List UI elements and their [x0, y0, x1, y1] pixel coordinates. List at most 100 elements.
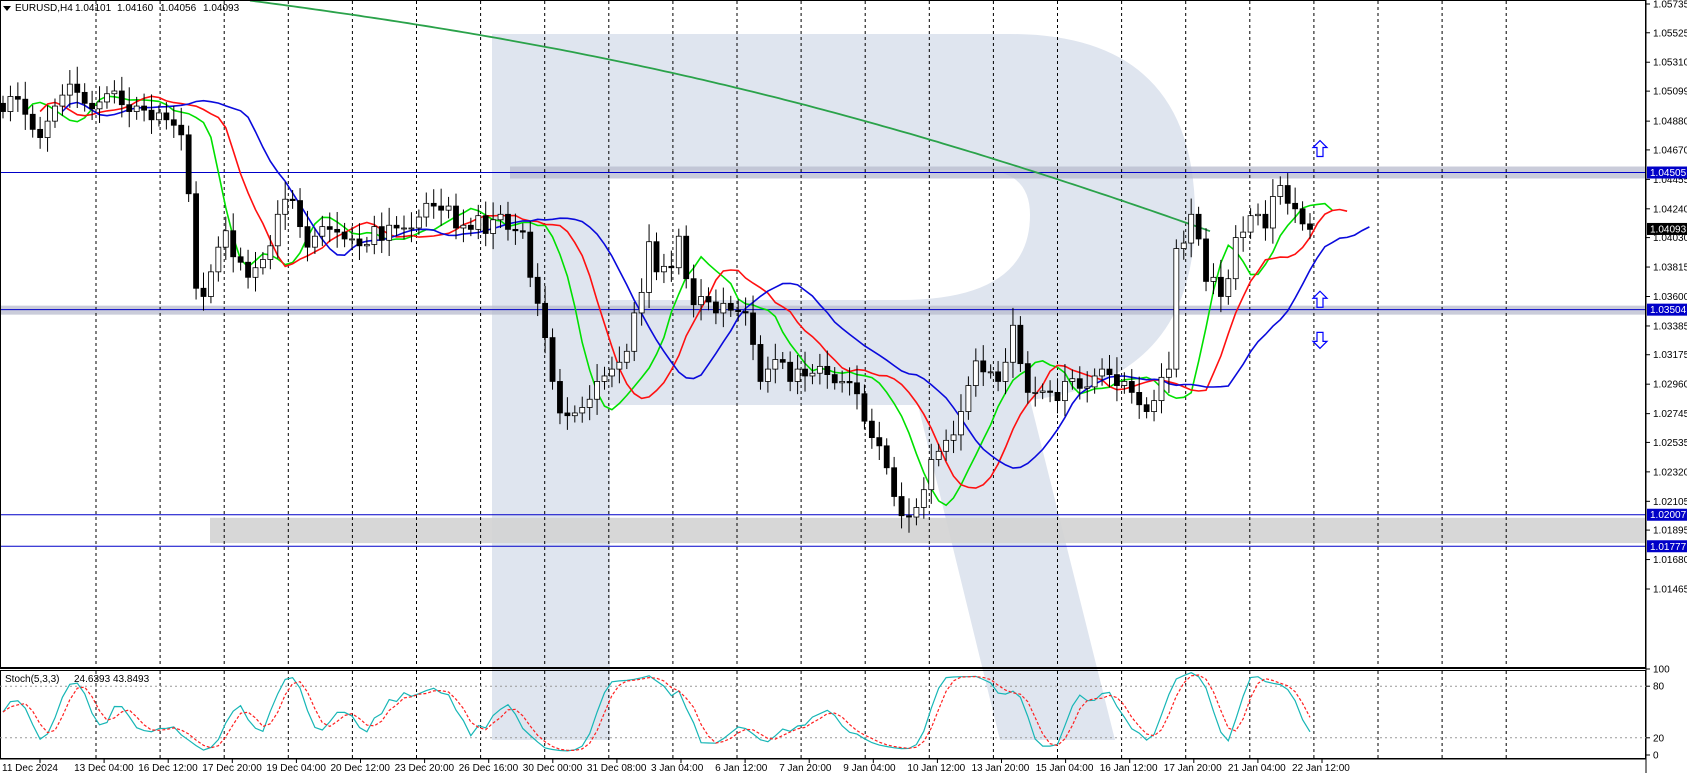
bearish-candle — [334, 228, 341, 233]
bullish-candle — [646, 241, 652, 293]
bullish-candle — [609, 368, 615, 377]
bearish-candle — [341, 231, 348, 240]
bearish-candle — [304, 226, 311, 248]
bearish-candle — [891, 467, 898, 497]
bearish-candle — [81, 91, 88, 104]
price-tick-label: 1.05735 — [1653, 0, 1687, 11]
bullish-candle — [1269, 196, 1276, 229]
bullish-candle — [631, 312, 638, 352]
time-tick-label: 31 Dec 08:00 — [587, 763, 647, 773]
bullish-candle — [1032, 392, 1039, 394]
price-tick-label: 1.03600 — [1653, 292, 1687, 303]
bearish-candle — [653, 241, 660, 273]
bearish-candle — [237, 256, 244, 263]
bullish-candle — [349, 238, 355, 241]
bearish-candle — [1106, 368, 1113, 375]
level-badge-label: 1.03504 — [1650, 305, 1687, 316]
bullish-candle — [586, 398, 593, 408]
bearish-candle — [868, 420, 875, 439]
bullish-candle — [1099, 368, 1105, 377]
arrow-down-icon — [1311, 331, 1329, 350]
bullish-candle — [1084, 386, 1091, 389]
bearish-candle — [750, 312, 756, 345]
bullish-candle — [371, 226, 378, 245]
bearish-candle — [876, 437, 883, 447]
bearish-candle — [1017, 324, 1024, 365]
bullish-candle — [720, 302, 727, 314]
bearish-candle — [527, 231, 534, 278]
price-tick-label: 1.01895 — [1653, 526, 1687, 537]
bearish-candle — [831, 374, 838, 384]
symbol-label: EURUSD,H4 — [15, 3, 73, 14]
time-tick-label: 10 Jan 12:00 — [907, 763, 965, 773]
bearish-candle — [846, 381, 853, 384]
bullish-candle — [1121, 381, 1128, 386]
bearish-candle — [1195, 213, 1202, 240]
bullish-candle — [260, 259, 266, 269]
bullish-candle — [408, 227, 415, 230]
bearish-candle — [757, 344, 764, 382]
stoch-pane-frame — [0, 670, 1646, 759]
bearish-candle — [705, 296, 712, 303]
stoch-main-value: 24.6393 — [74, 674, 111, 685]
price-tick-label: 1.05099 — [1653, 87, 1687, 98]
price-tick-label: 1.05525 — [1653, 28, 1687, 39]
bearish-candle — [1307, 223, 1313, 230]
price-tick-label: 1.02745 — [1653, 409, 1687, 420]
arrow-up-icon — [1311, 139, 1329, 158]
bullish-candle — [623, 350, 630, 363]
bullish-candle — [839, 381, 846, 384]
bearish-candle — [126, 104, 133, 112]
time-tick-label: 16 Dec 12:00 — [138, 763, 198, 773]
bullish-candle — [928, 459, 935, 491]
bearish-candle — [245, 261, 251, 278]
bearish-candle — [512, 228, 519, 232]
time-axis-ticks: 11 Dec 2024 13 Dec 04:00 16 Dec 12:00 17 De… — [2, 759, 1350, 773]
bullish-candle — [274, 213, 281, 247]
stoch-label: Stoch(5,3,3) — [5, 674, 59, 685]
time-tick-label: 26 Dec 16:00 — [459, 763, 519, 773]
bearish-candle — [1047, 390, 1053, 393]
bullish-candle — [571, 412, 578, 417]
bearish-candle — [438, 205, 445, 211]
bullish-candle — [490, 219, 497, 234]
bullish-candle — [1158, 376, 1165, 402]
bullish-candle — [44, 120, 51, 138]
bullish-candle — [1010, 324, 1016, 363]
bullish-candle — [156, 112, 162, 121]
bullish-candle — [1069, 378, 1076, 382]
bullish-candle — [52, 105, 58, 122]
stoch-signal-line — [2, 674, 1311, 752]
bullish-candle — [104, 93, 110, 103]
bullish-candle — [1180, 242, 1187, 249]
price-tick-label: 1.04030 — [1653, 233, 1687, 244]
bullish-candle — [252, 267, 259, 278]
bearish-candle — [14, 96, 21, 100]
bearish-candle — [378, 226, 385, 241]
bullish-candle — [1151, 400, 1157, 412]
bullish-candle — [445, 205, 452, 211]
bullish-candle — [415, 216, 422, 229]
bullish-candle — [475, 215, 482, 230]
bullish-candle — [772, 359, 779, 370]
candlesticks — [0, 66, 1313, 533]
bearish-candle — [505, 213, 511, 230]
time-tick-label: 21 Jan 04:00 — [1228, 763, 1286, 773]
level-badge — [1647, 166, 1687, 179]
low-value: 1.04056 — [160, 3, 197, 14]
time-tick-label: 22 Jan 12:00 — [1292, 763, 1350, 773]
bearish-candle — [37, 128, 44, 138]
bearish-candle — [289, 198, 296, 201]
time-tick-label: 9 Jan 04:00 — [843, 763, 896, 773]
time-tick-label: 16 Jan 12:00 — [1100, 763, 1158, 773]
bearish-candle — [519, 230, 526, 233]
bearish-candle — [787, 361, 794, 382]
ma-slow-line — [61, 99, 1370, 469]
price-tick-label: 1.03175 — [1653, 350, 1687, 361]
bearish-candle — [467, 224, 474, 230]
bullish-candle — [1232, 237, 1239, 280]
bullish-candle — [913, 507, 920, 518]
bullish-candle — [935, 450, 942, 460]
triangle-down-icon[interactable] — [3, 6, 11, 11]
